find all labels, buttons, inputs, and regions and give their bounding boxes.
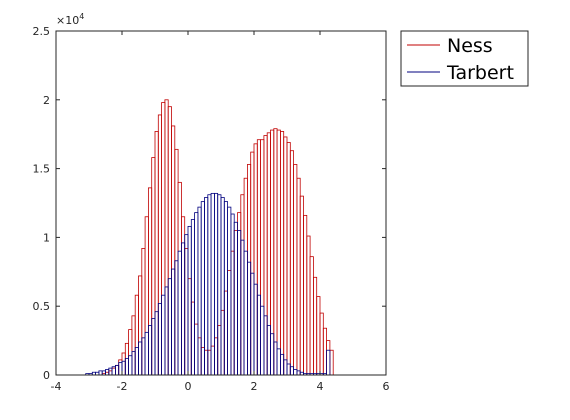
legend-label-ness: Ness	[447, 35, 493, 57]
y-tick-label: 0	[43, 369, 50, 382]
tarbert-bar	[223, 201, 229, 376]
y-tick-label: 2.5	[33, 25, 51, 38]
tarbert-bar	[279, 353, 285, 376]
tarbert-bar	[200, 201, 205, 376]
tarbert-bar	[154, 311, 159, 376]
tarbert-bar	[124, 358, 130, 376]
ness-bar	[306, 235, 311, 376]
tarbert-bar	[227, 206, 232, 376]
tarbert-bar	[270, 333, 275, 376]
ness-bar	[273, 128, 278, 376]
tarbert-bar	[108, 367, 113, 376]
tarbert-bar	[180, 242, 186, 376]
tarbert-bar	[296, 370, 301, 376]
tarbert-bar	[204, 197, 209, 376]
tarbert-bar	[105, 369, 110, 376]
tarbert-bar	[164, 286, 169, 376]
ness-bar	[322, 327, 327, 376]
ness-bar	[289, 150, 294, 376]
tarbert-bar	[138, 341, 143, 376]
tarbert-bar	[233, 221, 238, 376]
x-tick-label: -2	[117, 380, 128, 393]
ness-bar	[276, 129, 281, 376]
tarbert-bar	[237, 230, 242, 376]
x-tick-label: 4	[317, 380, 324, 393]
ness-bar	[279, 131, 285, 376]
tarbert-bar	[220, 197, 225, 376]
legend-label-tarbert: Tarbert	[446, 62, 514, 84]
tarbert-bar	[197, 206, 202, 376]
tarbert-bar	[286, 363, 291, 376]
y-exponent-label: ×104	[56, 12, 84, 27]
tarbert-bar	[187, 225, 192, 376]
tarbert-bar	[144, 331, 149, 376]
tarbert-bar	[250, 272, 255, 376]
tarbert-bar	[131, 351, 136, 376]
y-axis-ticks: 0 0.5 1 1.5 2 2.5	[33, 25, 386, 382]
tarbert-bar	[174, 260, 179, 376]
ness-bar	[293, 164, 298, 376]
ness-bar	[309, 256, 314, 376]
y-tick-label: 0.5	[33, 300, 51, 313]
tarbert-bar	[190, 219, 196, 376]
tarbert-bar	[134, 347, 139, 376]
tarbert-bar	[243, 250, 248, 376]
tarbert-bar	[141, 337, 146, 376]
x-tick-label: 2	[251, 380, 258, 393]
legend-box	[400, 30, 529, 87]
tarbert-bar	[266, 325, 271, 376]
legend[interactable]: Ness Tarbert	[400, 30, 529, 87]
tarbert-bar	[157, 303, 163, 376]
ness-bar	[296, 177, 301, 376]
tarbert-bar	[326, 349, 331, 376]
tarbert-bar	[171, 268, 176, 376]
tarbert-bar	[161, 294, 166, 376]
tarbert-bar	[210, 192, 215, 376]
ness-bar	[319, 312, 324, 376]
axes-box	[55, 30, 387, 376]
tarbert-bar	[240, 239, 245, 376]
tarbert-bar	[184, 234, 189, 376]
x-tick-label: 6	[383, 380, 390, 393]
ness-bar	[299, 195, 304, 376]
tarbert-bar	[260, 305, 265, 376]
x-tick-label: 0	[185, 380, 192, 393]
tarbert-bar	[151, 318, 156, 376]
ness-bar	[316, 296, 321, 376]
tarbert-bar	[253, 283, 258, 376]
tarbert-bar	[111, 366, 116, 376]
tarbert-bar	[230, 213, 235, 376]
tarbert-bar	[147, 325, 153, 376]
y-tick-label: 1.5	[33, 163, 51, 176]
ness-bar	[303, 214, 308, 376]
tarbert-bar	[115, 364, 120, 376]
tarbert-bar	[207, 194, 212, 376]
tarbert-bar	[263, 315, 268, 376]
y-tick-label: 1	[43, 231, 50, 244]
tarbert-bar	[273, 341, 278, 376]
tarbert-bar	[98, 370, 103, 376]
tarbert-bar	[276, 348, 281, 376]
tarbert-bar	[177, 250, 182, 376]
ness-bar	[283, 136, 288, 376]
ness-bar	[329, 349, 334, 376]
tarbert-bar	[194, 212, 199, 376]
tarbert-bar	[246, 261, 252, 376]
tarbert-bar	[217, 194, 222, 376]
tarbert-bar	[167, 278, 172, 376]
tarbert-bar	[293, 369, 298, 376]
tarbert-bar	[289, 366, 294, 376]
x-axis-ticks: -4 -2 0 2 4 6	[51, 31, 390, 393]
tarbert-bar	[283, 359, 288, 376]
tarbert-bar	[101, 370, 106, 376]
ness-bar	[286, 142, 291, 376]
y-tick-label: 2	[43, 94, 50, 107]
tarbert-bar	[213, 192, 219, 376]
ness-bar	[312, 276, 318, 376]
tarbert-bar	[128, 355, 133, 376]
x-tick-label: -4	[51, 380, 62, 393]
tarbert-bar	[256, 294, 261, 376]
